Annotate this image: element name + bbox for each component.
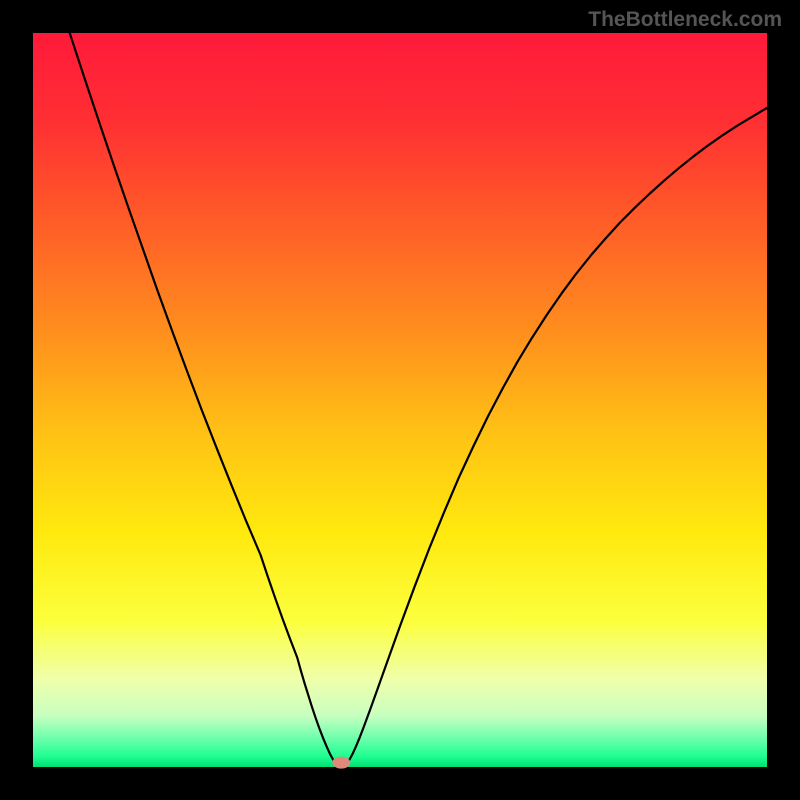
chart-svg — [0, 0, 800, 800]
plot-background — [33, 33, 767, 767]
watermark-text: TheBottleneck.com — [588, 8, 782, 32]
bottleneck-chart: TheBottleneck.com — [0, 0, 800, 800]
minimum-marker — [332, 757, 350, 769]
